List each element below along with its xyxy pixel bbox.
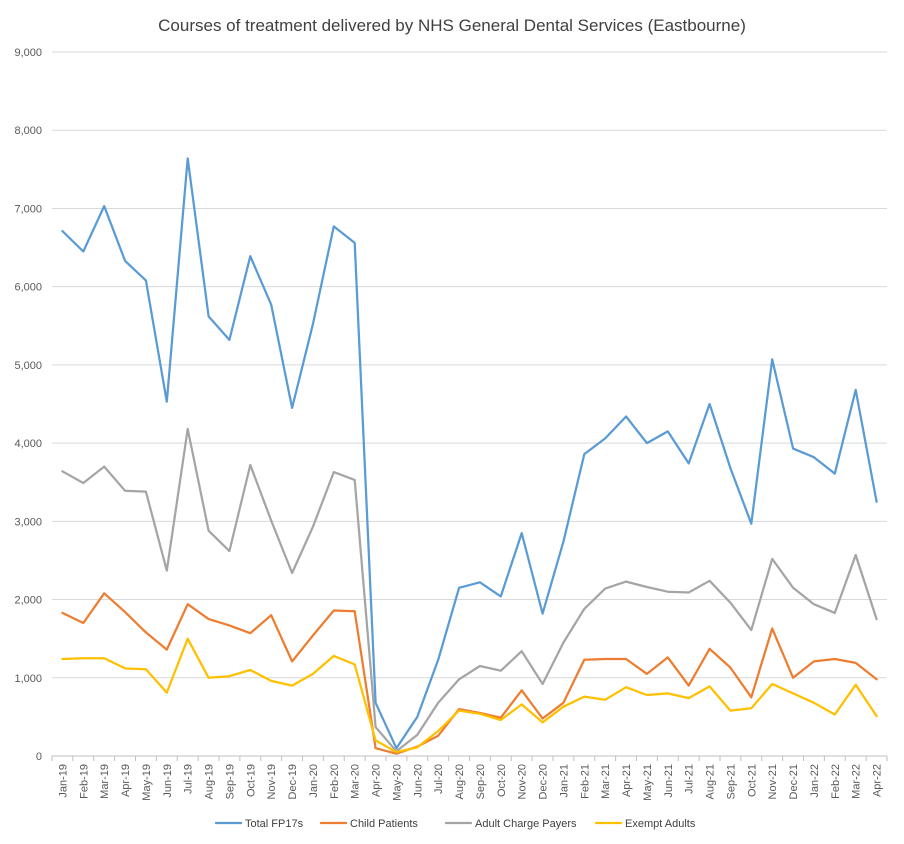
y-tick-label: 2,000 — [14, 595, 42, 607]
x-tick-label: Jul-20 — [433, 764, 445, 794]
y-tick-label: 3,000 — [14, 516, 42, 528]
legend-label-adult-charge-payers: Adult Charge Payers — [475, 818, 577, 830]
x-tick-label: Mar-22 — [851, 764, 863, 799]
x-tick-label: Feb-21 — [579, 764, 591, 799]
legend-label-exempt-adults: Exempt Adults — [625, 818, 696, 830]
x-tick-label: Jun-19 — [162, 764, 174, 798]
y-tick-label: 6,000 — [14, 282, 42, 294]
y-tick-label: 7,000 — [14, 203, 42, 215]
x-tick-label: Jan-21 — [558, 764, 570, 798]
x-tick-label: Apr-22 — [872, 764, 884, 797]
x-tick-label: Mar-20 — [350, 764, 362, 799]
x-tick-label: Jan-20 — [308, 764, 320, 798]
y-tick-label: 4,000 — [14, 438, 42, 450]
y-tick-label: 5,000 — [14, 360, 42, 372]
series-line-adult-charge-payers — [61, 427, 878, 753]
series-lines — [61, 157, 878, 755]
x-tick-label: Oct-19 — [245, 764, 257, 797]
x-tick-label: May-19 — [141, 764, 153, 801]
legend: Total FP17s Child Patients Adult Charge Pa… — [214, 818, 696, 830]
x-tick-label: Jun-20 — [412, 764, 424, 798]
chart-title: Courses of treatment delivered by NHS Ge… — [158, 16, 746, 35]
x-tick-label: Jul-19 — [183, 764, 195, 794]
x-tick-label: Nov-20 — [517, 764, 529, 799]
series-line-child-patients — [61, 592, 878, 755]
x-tick-label: May-20 — [391, 764, 403, 801]
x-tick-label: Aug-21 — [705, 764, 717, 799]
x-tick-label: Feb-22 — [830, 764, 842, 799]
x-tick-label: Feb-19 — [78, 764, 90, 799]
y-tick-label: 0 — [36, 751, 42, 763]
y-tick-label: 1,000 — [14, 673, 42, 685]
legend-label-total-fp17s: Total FP17s — [245, 818, 304, 830]
x-tick-label: Aug-20 — [454, 764, 466, 799]
series-line-total-fp17s — [61, 157, 878, 750]
x-tick-label: Apr-21 — [621, 764, 633, 797]
x-tick-label: Dec-21 — [788, 764, 800, 799]
x-tick-label: Nov-19 — [266, 764, 278, 799]
x-tick-label: Mar-19 — [99, 764, 111, 799]
x-tick-label: Jan-19 — [57, 764, 69, 798]
x-tick-label: Jul-21 — [684, 764, 696, 794]
x-tick-label: Apr-19 — [120, 764, 132, 797]
x-tick-label: Apr-20 — [371, 764, 383, 797]
axes: 0 1,000 2,000 3,000 4,000 5,000 6,000 7,000 8,00… — [14, 47, 888, 801]
x-tick-label: Dec-20 — [538, 764, 550, 799]
x-tick-label: Sep-20 — [475, 764, 487, 799]
x-tick-label: Sep-19 — [224, 764, 236, 799]
x-tick-label: Oct-20 — [496, 764, 508, 797]
x-tick-label: Mar-21 — [600, 764, 612, 799]
x-tick-label: Jun-21 — [663, 764, 675, 798]
x-tick-label: Feb-20 — [329, 764, 341, 799]
x-tick-label: Aug-19 — [204, 764, 216, 799]
x-tick-label: Sep-21 — [725, 764, 737, 799]
series-line-exempt-adults — [61, 637, 878, 754]
x-tick-label: Jan-22 — [809, 764, 821, 798]
y-tick-label: 8,000 — [14, 125, 42, 137]
x-tick-label: May-21 — [642, 764, 654, 801]
y-tick-label: 9,000 — [14, 47, 42, 59]
x-tick-label: Nov-21 — [767, 764, 779, 799]
legend-label-child-patients: Child Patients — [350, 818, 418, 830]
x-tick-label: Dec-19 — [287, 764, 299, 799]
x-tick-label: Oct-21 — [746, 764, 758, 797]
